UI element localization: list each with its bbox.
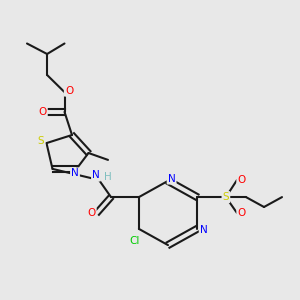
Text: S: S bbox=[223, 192, 229, 202]
Text: H: H bbox=[103, 172, 111, 182]
Text: N: N bbox=[71, 168, 79, 178]
Text: O: O bbox=[38, 107, 47, 117]
Text: O: O bbox=[237, 175, 246, 185]
Text: Cl: Cl bbox=[129, 236, 140, 246]
Text: O: O bbox=[87, 208, 96, 218]
Text: O: O bbox=[237, 208, 246, 218]
Text: N: N bbox=[200, 225, 208, 236]
Text: N: N bbox=[92, 170, 100, 181]
Text: N: N bbox=[168, 173, 176, 184]
Text: O: O bbox=[65, 85, 73, 96]
Text: S: S bbox=[38, 136, 44, 146]
